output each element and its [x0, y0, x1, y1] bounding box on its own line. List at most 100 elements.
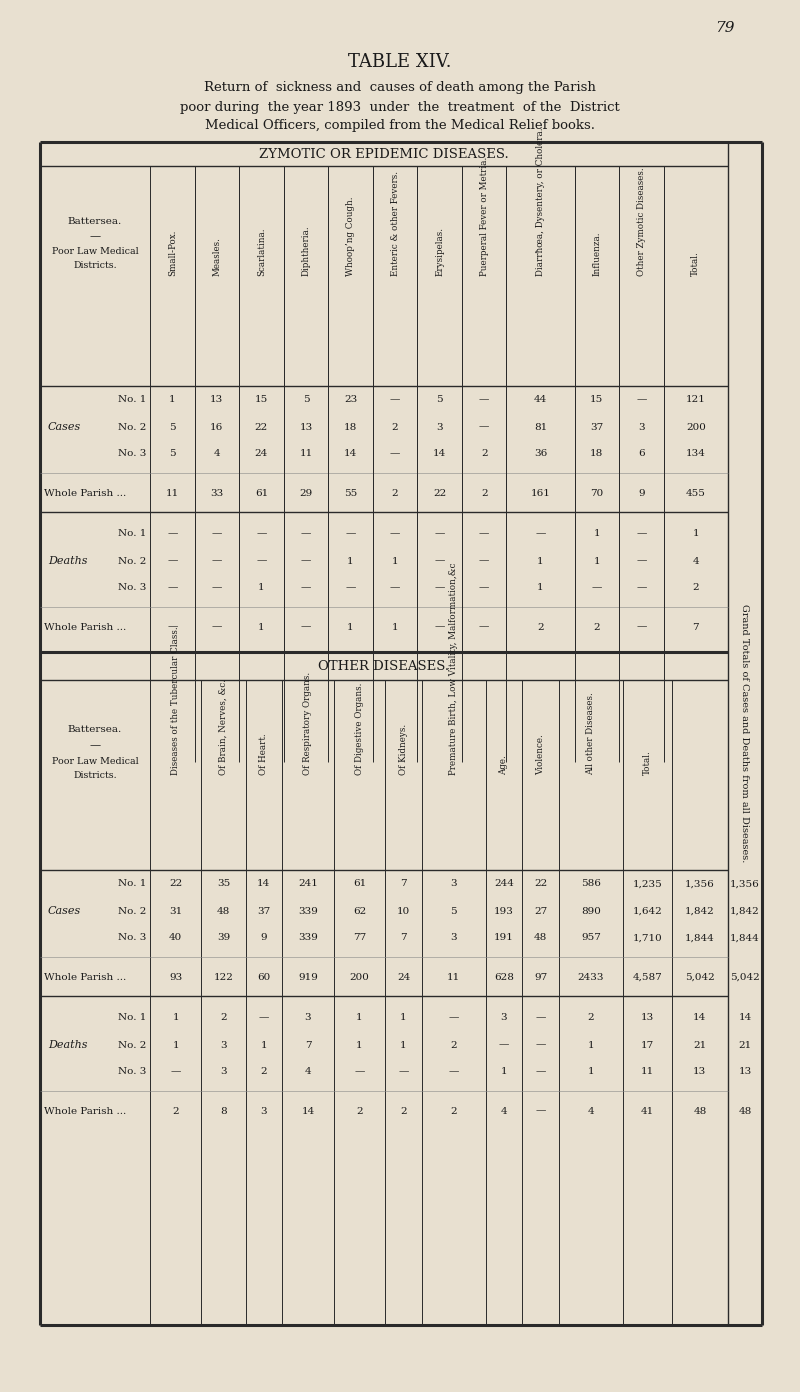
Text: 3: 3 [436, 423, 443, 432]
Text: OTHER DISEASES.: OTHER DISEASES. [318, 660, 450, 672]
Text: 161: 161 [530, 489, 550, 497]
Text: Enteric & other Fevers.: Enteric & other Fevers. [390, 171, 399, 276]
Text: —: — [535, 1013, 546, 1023]
Text: 191: 191 [494, 934, 514, 942]
Text: 1,844: 1,844 [730, 934, 760, 942]
Text: 93: 93 [169, 973, 182, 981]
Text: 1: 1 [173, 1040, 179, 1050]
Text: —: — [390, 529, 400, 539]
Text: 957: 957 [581, 934, 601, 942]
Text: —: — [449, 1013, 459, 1023]
Text: 11: 11 [166, 489, 179, 497]
Text: —: — [434, 557, 445, 565]
Text: No. 2: No. 2 [118, 423, 146, 432]
Text: Other Zymotic Diseases.: Other Zymotic Diseases. [637, 167, 646, 276]
Text: No. 3: No. 3 [118, 934, 146, 942]
Text: 22: 22 [534, 880, 547, 888]
Text: All other Diseases.: All other Diseases. [586, 692, 595, 775]
Text: 14: 14 [433, 450, 446, 458]
Text: 1: 1 [173, 1013, 179, 1023]
Text: 2: 2 [400, 1107, 406, 1115]
Text: 7: 7 [400, 880, 406, 888]
Text: 3: 3 [220, 1040, 226, 1050]
Text: Of Kidneys.: Of Kidneys. [399, 724, 408, 775]
Text: Medical Officers, compiled from the Medical Relief books.: Medical Officers, compiled from the Medi… [205, 120, 595, 132]
Text: 200: 200 [350, 973, 370, 981]
Text: 48: 48 [694, 1107, 706, 1115]
Text: 77: 77 [353, 934, 366, 942]
Text: 2: 2 [693, 583, 699, 593]
Text: 2: 2 [173, 1107, 179, 1115]
Text: 4: 4 [305, 1068, 311, 1076]
Text: —: — [592, 583, 602, 593]
Text: —: — [346, 583, 356, 593]
Text: 1,235: 1,235 [632, 880, 662, 888]
Text: 1,842: 1,842 [730, 906, 760, 916]
Text: —: — [354, 1068, 365, 1076]
Text: Cases: Cases [48, 422, 82, 432]
Text: 13: 13 [694, 1068, 706, 1076]
Text: Diseases of the Tubercular Class.: Diseases of the Tubercular Class. [171, 626, 180, 775]
Text: —: — [390, 583, 400, 593]
Text: 241: 241 [298, 880, 318, 888]
Text: 41: 41 [641, 1107, 654, 1115]
Text: 13: 13 [641, 1013, 654, 1023]
Text: Whole Parish ...: Whole Parish ... [44, 489, 126, 497]
Text: 8: 8 [220, 1107, 226, 1115]
Text: —: — [167, 557, 178, 565]
Text: 24: 24 [397, 973, 410, 981]
Text: 5: 5 [169, 423, 175, 432]
Text: 1: 1 [392, 622, 398, 632]
Text: 97: 97 [534, 973, 547, 981]
Text: 3: 3 [450, 880, 457, 888]
Text: —: — [256, 529, 266, 539]
Text: Of Brain, Nerves, &c.: Of Brain, Nerves, &c. [219, 679, 228, 775]
Text: 37: 37 [258, 906, 270, 916]
Text: 1: 1 [537, 557, 544, 565]
Text: —: — [636, 583, 646, 593]
Text: —: — [390, 450, 400, 458]
Text: 13: 13 [299, 423, 313, 432]
Text: Poor Law Medical: Poor Law Medical [52, 757, 138, 767]
Text: —: — [301, 583, 311, 593]
Text: 44: 44 [534, 395, 547, 405]
Text: Whoop’ng Cough.: Whoop’ng Cough. [346, 196, 355, 276]
Text: 29: 29 [299, 489, 313, 497]
Text: —: — [301, 529, 311, 539]
Text: 1,642: 1,642 [632, 906, 662, 916]
Text: 13: 13 [738, 1068, 752, 1076]
Text: 15: 15 [590, 395, 603, 405]
Text: 14: 14 [344, 450, 357, 458]
Text: 70: 70 [590, 489, 603, 497]
Text: 121: 121 [686, 395, 706, 405]
Text: 22: 22 [433, 489, 446, 497]
Text: 2: 2 [392, 423, 398, 432]
Text: Districts.: Districts. [73, 260, 117, 270]
Text: 3: 3 [450, 934, 457, 942]
Text: —: — [212, 529, 222, 539]
Text: 2: 2 [537, 622, 544, 632]
Text: 4: 4 [693, 557, 699, 565]
Text: 1,356: 1,356 [685, 880, 714, 888]
Text: No. 3: No. 3 [118, 450, 146, 458]
Text: 40: 40 [169, 934, 182, 942]
Text: 2: 2 [220, 1013, 226, 1023]
Text: 1: 1 [356, 1013, 362, 1023]
Text: 5: 5 [169, 450, 175, 458]
Text: —: — [479, 622, 490, 632]
Text: 4: 4 [587, 1107, 594, 1115]
Text: —: — [498, 1040, 509, 1050]
Text: Total.: Total. [691, 251, 700, 276]
Text: —: — [167, 529, 178, 539]
Text: —: — [479, 395, 490, 405]
Text: 2: 2 [481, 489, 487, 497]
Text: No. 1: No. 1 [118, 880, 146, 888]
Text: —: — [301, 622, 311, 632]
Text: 7: 7 [400, 934, 406, 942]
Text: 1,710: 1,710 [632, 934, 662, 942]
Text: 37: 37 [590, 423, 603, 432]
Text: —: — [398, 1068, 409, 1076]
Text: Cases: Cases [48, 906, 82, 916]
Text: —: — [636, 557, 646, 565]
Text: 10: 10 [397, 906, 410, 916]
